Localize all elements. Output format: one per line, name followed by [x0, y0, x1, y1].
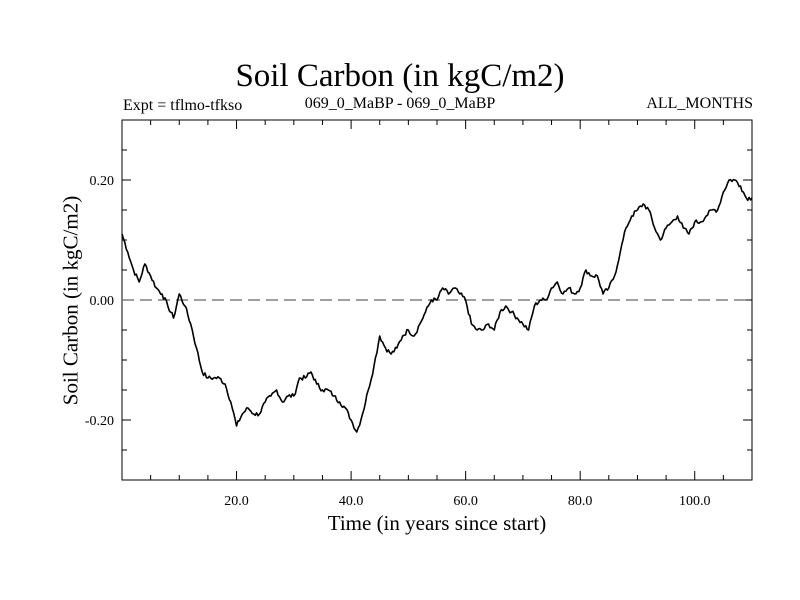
- axis-tick-labels: 20.0 40.0 60.0 80.0 100.0 -0.20 0.00 0.20: [85, 174, 711, 509]
- x-axis-label: Time (in years since start): [327, 511, 547, 535]
- series-line: [121, 178, 753, 433]
- x-tick-label: 100.0: [679, 494, 711, 509]
- axis-ticks: [122, 120, 752, 480]
- x-tick-label: 60.0: [453, 494, 478, 509]
- y-tick-label: -0.20: [85, 414, 114, 429]
- period-label: 069_0_MaBP - 069_0_MaBP: [304, 95, 496, 112]
- x-tick-label: 20.0: [224, 494, 249, 509]
- y-tick-label: 0.00: [90, 294, 115, 309]
- experiment-label: Expt = tflmo-tfkso: [123, 97, 243, 114]
- y-tick-label: 0.20: [90, 174, 115, 189]
- x-tick-label: 40.0: [339, 494, 364, 509]
- x-tick-label: 80.0: [568, 494, 593, 509]
- months-label: ALL_MONTHS: [646, 95, 753, 112]
- chart-title: Soil Carbon (in kgC/m2): [235, 58, 565, 94]
